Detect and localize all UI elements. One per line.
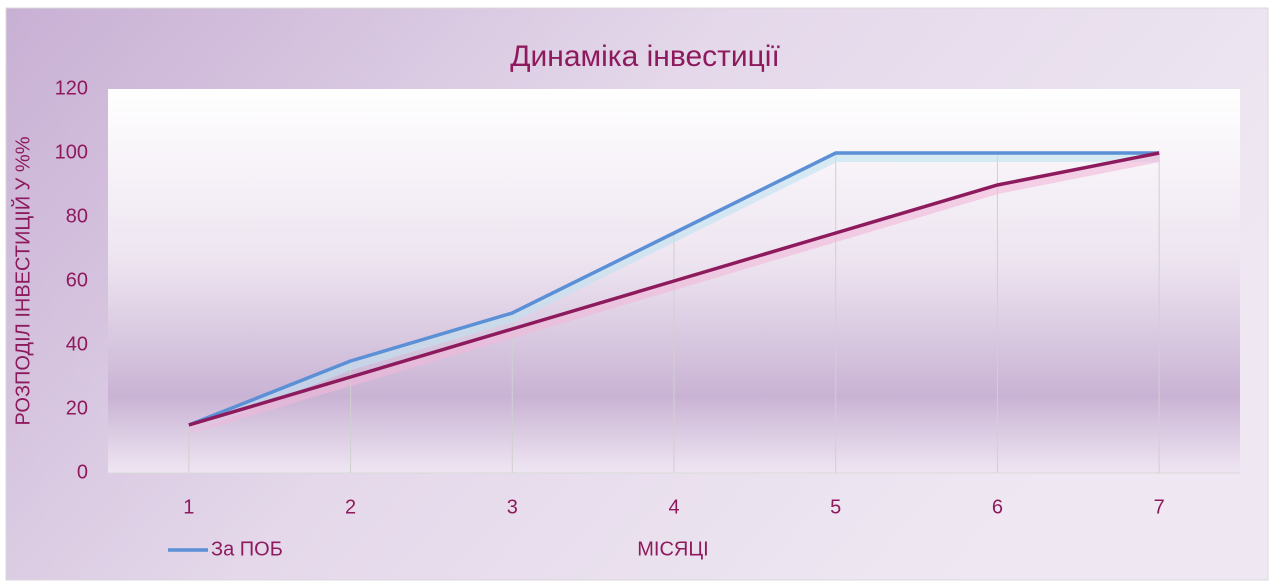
y-tick-label: 0 <box>77 461 88 483</box>
x-tick-label: 2 <box>345 496 356 518</box>
x-tick-label: 1 <box>183 496 194 518</box>
legend-label: За ПОБ <box>211 538 283 560</box>
x-tick-label: 7 <box>1154 496 1165 518</box>
chart-title: Динаміка інвестиції <box>510 40 780 73</box>
y-axis-label: РОЗПОДІЛ ІНВЕСТИЦІЙ У %% <box>10 136 34 425</box>
x-tick-label: 3 <box>507 496 518 518</box>
y-tick-label: 100 <box>55 141 88 163</box>
y-tick-label: 40 <box>66 333 88 355</box>
x-tick-label: 4 <box>668 496 679 518</box>
line-shadow <box>187 154 1160 434</box>
y-tick-label: 20 <box>66 397 88 419</box>
series-line <box>188 151 1160 427</box>
y-tick-label: 120 <box>55 77 88 99</box>
y-tick-label: 80 <box>66 205 88 227</box>
line-shadow <box>187 154 1160 434</box>
y-tick-label: 60 <box>66 269 88 291</box>
x-tick-label: 6 <box>992 496 1003 518</box>
series-line <box>188 151 1160 427</box>
x-tick-label: 5 <box>830 496 841 518</box>
x-axis-label: МІСЯЦІ <box>637 538 708 560</box>
